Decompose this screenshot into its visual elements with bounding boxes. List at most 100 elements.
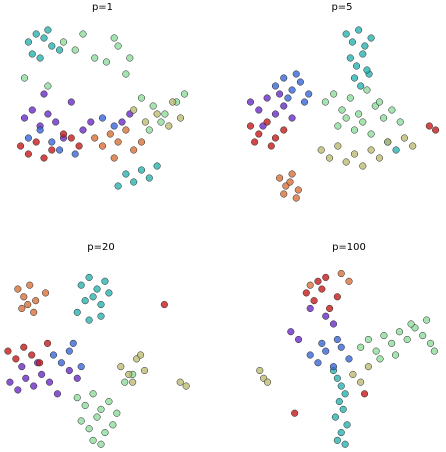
- point: [271, 134, 279, 142]
- point: [14, 285, 22, 293]
- point: [333, 335, 341, 344]
- point: [40, 154, 48, 162]
- point: [246, 98, 255, 106]
- point: [346, 94, 354, 102]
- point: [256, 366, 264, 375]
- point: [376, 355, 384, 363]
- point: [48, 138, 56, 146]
- point: [141, 366, 149, 375]
- point: [359, 118, 367, 126]
- point: [43, 339, 52, 347]
- point: [122, 70, 130, 78]
- point: [291, 409, 299, 417]
- point: [97, 440, 105, 448]
- point: [343, 421, 351, 429]
- point: [137, 166, 146, 174]
- point: [384, 138, 392, 146]
- point: [42, 289, 50, 297]
- point: [24, 150, 32, 158]
- point: [267, 142, 275, 150]
- point: [67, 98, 75, 106]
- point: [263, 118, 271, 126]
- point: [280, 190, 288, 198]
- panel-title: p=5: [331, 2, 352, 13]
- point: [130, 178, 138, 186]
- point: [32, 138, 40, 146]
- point: [349, 370, 357, 378]
- point: [310, 297, 318, 305]
- point: [24, 134, 32, 142]
- point: [122, 126, 130, 134]
- point: [105, 398, 113, 406]
- point: [334, 122, 342, 130]
- point: [426, 339, 435, 347]
- point: [56, 46, 64, 54]
- point: [157, 118, 165, 126]
- point: [85, 316, 93, 324]
- point: [350, 150, 359, 158]
- point: [36, 359, 44, 367]
- point: [372, 347, 380, 355]
- point: [93, 285, 101, 293]
- point: [40, 34, 48, 42]
- point: [432, 126, 440, 134]
- point: [28, 351, 36, 359]
- point: [263, 378, 272, 386]
- point: [59, 38, 68, 46]
- point: [355, 110, 363, 118]
- point: [334, 142, 342, 150]
- point: [18, 304, 26, 312]
- point: [317, 146, 325, 154]
- point: [360, 390, 369, 398]
- point: [357, 82, 365, 90]
- point: [286, 178, 294, 186]
- point: [106, 130, 114, 138]
- point: [114, 182, 122, 190]
- point: [109, 421, 117, 429]
- point: [345, 355, 353, 363]
- point: [326, 304, 334, 312]
- point: [403, 335, 411, 344]
- point: [337, 382, 345, 390]
- point: [363, 66, 371, 74]
- point: [87, 118, 95, 126]
- point: [176, 378, 184, 386]
- point: [20, 343, 28, 351]
- point: [137, 138, 146, 146]
- point: [251, 138, 259, 146]
- point: [359, 50, 367, 58]
- point: [419, 332, 427, 340]
- point: [346, 54, 354, 62]
- point: [65, 366, 73, 375]
- point: [44, 82, 52, 90]
- point: [67, 134, 75, 142]
- panel-title: p=100: [332, 242, 366, 253]
- point: [325, 154, 334, 162]
- point: [396, 118, 404, 126]
- point: [306, 351, 314, 359]
- point: [81, 401, 89, 409]
- point: [338, 106, 346, 114]
- point: [98, 114, 107, 122]
- point: [28, 106, 36, 114]
- point: [118, 118, 126, 126]
- point: [380, 114, 388, 122]
- point: [176, 114, 185, 122]
- point: [22, 374, 30, 382]
- point: [59, 130, 68, 138]
- point: [79, 30, 87, 38]
- point: [98, 142, 107, 150]
- point: [322, 347, 330, 355]
- point: [322, 312, 330, 320]
- point: [53, 390, 61, 398]
- panel-title: p=1: [92, 2, 113, 13]
- point: [101, 277, 109, 285]
- point: [288, 114, 296, 122]
- point: [288, 86, 296, 94]
- point: [280, 126, 288, 134]
- point: [255, 130, 263, 138]
- point: [375, 98, 383, 106]
- point: [6, 378, 14, 386]
- point: [129, 378, 137, 386]
- point: [91, 54, 99, 62]
